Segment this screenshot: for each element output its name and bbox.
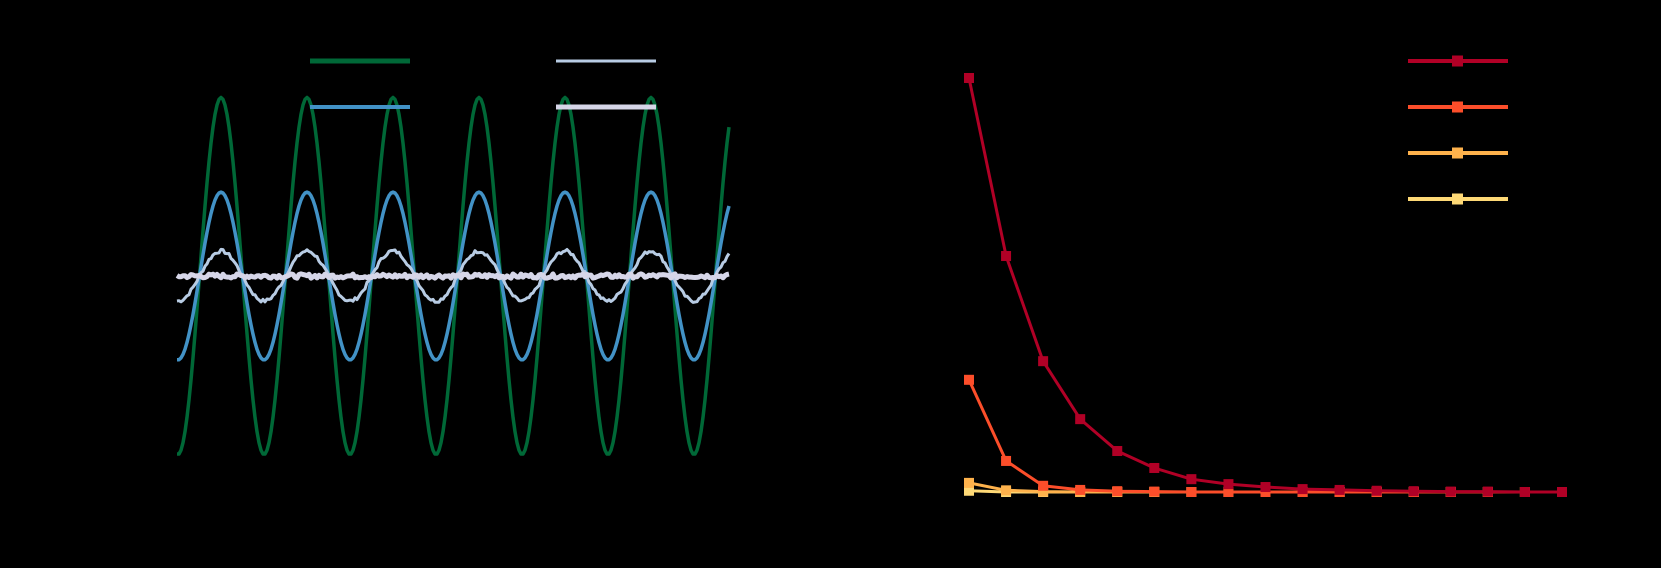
square-marker-icon: [1186, 487, 1197, 497]
square-marker-icon: [1038, 356, 1049, 367]
square-marker-icon: [1001, 251, 1012, 262]
right-chart-legend: [1408, 55, 1508, 205]
right-series-line-1: [967, 379, 1562, 494]
left-series-line-0: [177, 95, 731, 456]
square-marker-icon: [1149, 486, 1160, 497]
right-legend-item-3: [1408, 193, 1508, 205]
square-marker-icon: [1223, 487, 1234, 497]
left-legend-item-0: [310, 58, 410, 64]
square-marker-icon: [1075, 414, 1086, 425]
square-marker-icon: [1038, 486, 1049, 497]
square-marker-icon: [1519, 487, 1530, 497]
legend-line-swatch-icon: [310, 105, 410, 109]
square-marker-icon: [1112, 486, 1123, 497]
right-series-0: [964, 73, 1567, 497]
square-marker-icon: [1223, 479, 1234, 490]
left-legend-item-2: [556, 59, 656, 63]
right-chart-series-group: [964, 73, 1567, 497]
right-series-1: [964, 374, 1567, 497]
square-marker-icon: [1334, 484, 1345, 495]
square-marker-icon: [1371, 485, 1382, 496]
square-marker-icon: [964, 477, 974, 488]
left-chart-series-group: [175, 95, 731, 456]
left-series-line-2: [176, 247, 731, 304]
square-marker-icon: [964, 374, 974, 385]
square-marker-icon: [1260, 482, 1271, 493]
square-marker-icon: [1075, 484, 1086, 495]
square-marker-icon: [1149, 462, 1160, 473]
square-marker-icon: [1482, 486, 1493, 497]
square-marker-icon: [1112, 446, 1123, 457]
square-marker-icon: [1452, 147, 1463, 159]
square-marker-icon: [1452, 55, 1463, 67]
square-marker-icon: [964, 485, 974, 496]
left-legend-item-1: [310, 105, 410, 109]
legend-line-swatch-icon: [310, 58, 410, 64]
square-marker-icon: [1297, 484, 1308, 495]
right-legend-item-0: [1408, 55, 1508, 67]
legend-line-swatch-icon: [556, 59, 656, 63]
square-marker-icon: [1445, 486, 1456, 497]
right-series-line-0: [967, 77, 1562, 494]
right-legend-item-2: [1408, 147, 1508, 159]
left-legend-item-3: [556, 104, 656, 110]
right-legend-item-1: [1408, 101, 1508, 113]
square-marker-icon: [1452, 101, 1463, 113]
square-marker-icon: [1557, 487, 1567, 497]
left-series-line-3: [175, 271, 730, 281]
legend-line-swatch-icon: [556, 104, 656, 110]
left-series-line-1: [177, 190, 731, 362]
square-marker-icon: [964, 73, 974, 83]
left-chart-legend: [310, 58, 656, 110]
square-marker-icon: [1408, 486, 1419, 497]
right-chart-decay-curves: [964, 55, 1567, 497]
square-marker-icon: [1038, 480, 1049, 491]
square-marker-icon: [1001, 455, 1012, 466]
square-marker-icon: [1452, 193, 1463, 205]
square-marker-icon: [1186, 474, 1197, 485]
left-chart-sine-waves: [175, 58, 731, 456]
square-marker-icon: [1001, 485, 1012, 496]
